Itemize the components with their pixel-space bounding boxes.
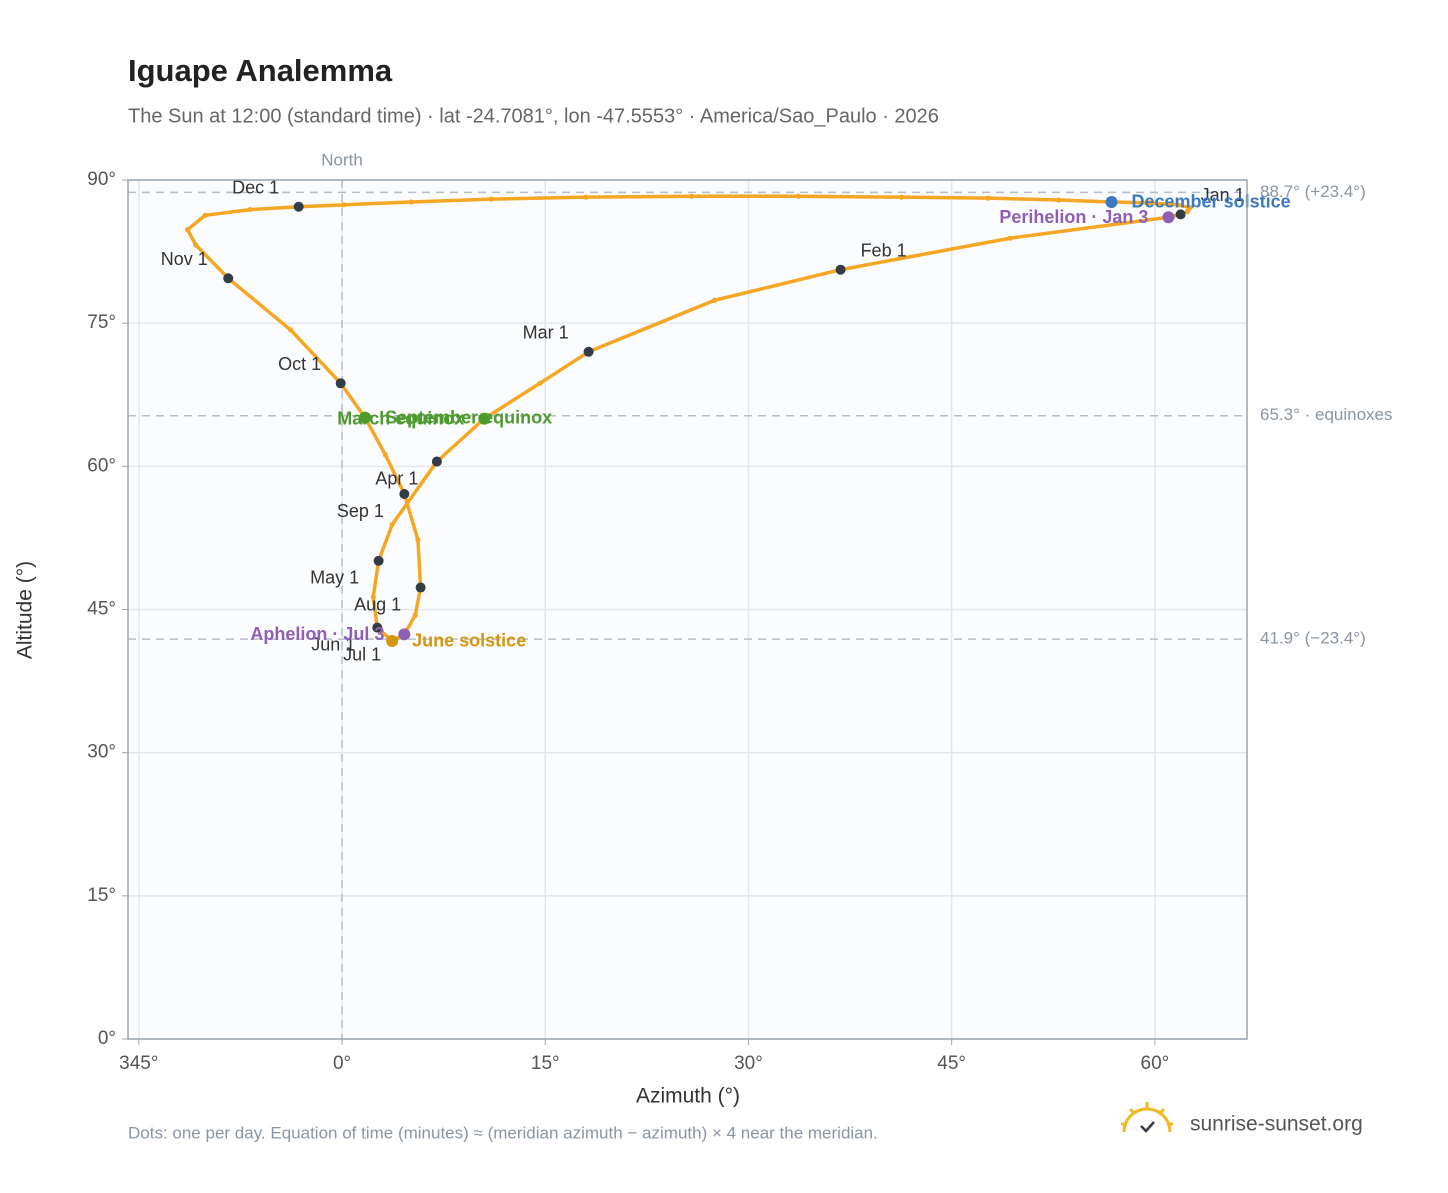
event-marker — [359, 411, 372, 424]
day-dot — [193, 242, 199, 248]
y-tick-label: 15° — [87, 885, 116, 906]
month-marker — [293, 201, 304, 212]
day-dot — [711, 297, 718, 303]
month-label: Jun 1 — [311, 634, 355, 654]
day-dot — [985, 195, 991, 201]
x-tick-label: 30° — [734, 1053, 763, 1074]
day-dot — [1056, 197, 1062, 203]
day-dot — [1007, 235, 1013, 241]
y-tick-label: 75° — [87, 312, 116, 333]
day-dot — [340, 202, 347, 208]
day-dot — [287, 327, 294, 333]
month-marker — [583, 346, 594, 357]
event-label: December solstice — [1132, 192, 1291, 212]
month-label: May 1 — [310, 568, 359, 588]
day-dot — [1146, 200, 1153, 206]
reference-label: 88.7° (+23.4°) — [1260, 182, 1366, 201]
month-label: Sep 1 — [337, 501, 384, 521]
day-dot — [389, 521, 395, 528]
day-dot — [583, 194, 589, 200]
day-dot — [412, 612, 418, 618]
day-dot — [408, 199, 414, 205]
day-dot — [247, 206, 253, 213]
month-marker — [372, 622, 383, 633]
month-marker — [1175, 209, 1186, 220]
day-dot — [382, 452, 388, 458]
footnote: Dots: one per day. Equation of time (min… — [128, 1123, 878, 1142]
event-label: June solstice — [412, 631, 526, 651]
event-label: September equinox — [385, 407, 552, 427]
month-marker — [373, 555, 384, 566]
month-label: Oct 1 — [278, 354, 321, 374]
day-dot — [1175, 202, 1181, 208]
month-marker — [335, 378, 346, 389]
day-dot — [370, 594, 376, 600]
reference-label: 41.9° (−23.4°) — [1260, 629, 1366, 648]
y-tick-label: 45° — [87, 599, 116, 620]
month-label: Jul 1 — [343, 645, 381, 665]
x-tick-label: 60° — [1141, 1053, 1170, 1074]
x-tick-label: 45° — [937, 1053, 966, 1074]
day-dot — [1187, 205, 1193, 211]
y-tick-label: 30° — [87, 742, 116, 763]
y-axis-label: Altitude (°) — [14, 561, 37, 659]
x-axis-label: Azimuth (°) — [636, 1085, 740, 1108]
chart-subtitle: The Sun at 12:00 (standard time) · lat -… — [128, 105, 939, 127]
x-tick-label: 15° — [531, 1053, 560, 1074]
day-dot — [537, 380, 543, 386]
day-dot — [795, 193, 802, 199]
x-tick-label: 0° — [333, 1053, 351, 1074]
day-dot — [185, 227, 191, 233]
day-dot — [688, 193, 695, 199]
x-tick-label: 345° — [119, 1053, 158, 1074]
y-tick-label: 0° — [98, 1028, 116, 1049]
day-dot — [1184, 208, 1190, 215]
month-label: Aug 1 — [354, 594, 401, 614]
y-tick-label: 90° — [87, 169, 116, 190]
day-dot — [202, 212, 208, 218]
event-marker — [1162, 211, 1175, 224]
brand: sunrise-sunset.org — [1190, 1113, 1363, 1136]
month-marker — [835, 264, 846, 275]
month-marker — [399, 489, 410, 500]
meridian-label: North — [321, 150, 363, 169]
chart-title: Iguape Analemma — [128, 53, 393, 88]
month-marker — [415, 582, 426, 593]
y-tick-label: 60° — [87, 455, 116, 476]
event-label: Perihelion · Jan 3 — [999, 207, 1148, 227]
event-label: Aphelion · Jul 3 — [250, 624, 384, 644]
event-marker — [478, 412, 491, 425]
month-marker — [431, 456, 442, 467]
day-dot — [488, 196, 494, 202]
event-marker — [386, 634, 399, 647]
month-marker — [223, 273, 234, 284]
brand-logo — [1121, 1102, 1173, 1133]
month-label: Feb 1 — [861, 240, 907, 260]
day-dot — [415, 537, 421, 543]
day-dot — [898, 194, 905, 200]
month-label: Mar 1 — [523, 323, 569, 343]
event-marker — [398, 628, 411, 641]
reference-label: 65.3° · equinoxes — [1260, 405, 1393, 424]
event-marker — [1105, 195, 1118, 208]
month-label: Jan 1 — [1201, 185, 1245, 205]
month-label: Apr 1 — [375, 468, 418, 488]
month-label: Nov 1 — [161, 249, 208, 269]
month-label: Dec 1 — [232, 177, 279, 197]
